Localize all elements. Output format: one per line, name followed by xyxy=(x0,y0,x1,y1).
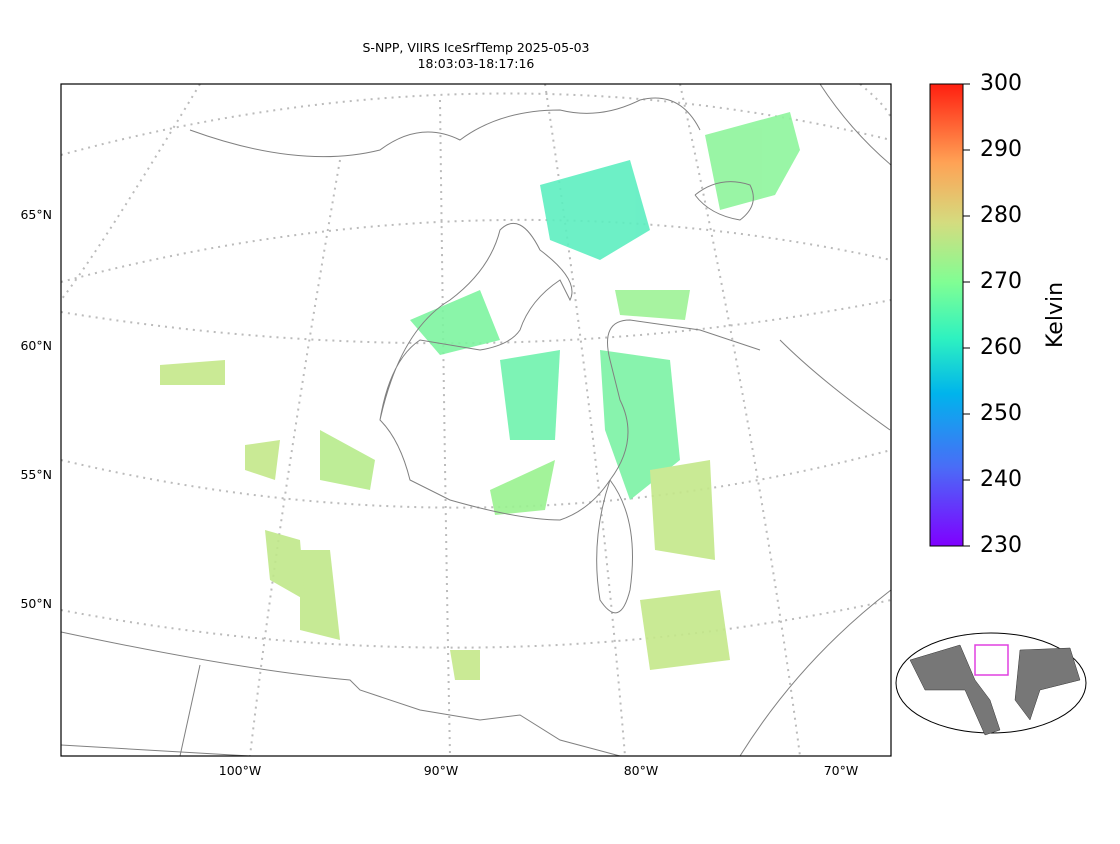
lat-labels: 65°N 60°N 55°N 50°N xyxy=(20,207,52,611)
lon-label: 80°W xyxy=(624,763,659,778)
lon-labels: 100°W 90°W 80°W 70°W xyxy=(219,763,858,778)
colorbar xyxy=(929,83,964,547)
colorbar-tick-label: 280 xyxy=(980,203,1022,228)
colorbar-tick-label: 260 xyxy=(980,335,1022,360)
colorbar-tick-label: 270 xyxy=(980,269,1022,294)
data-patches xyxy=(160,112,800,680)
colorbar-ticks: 230 240 250 260 270 280 290 300 xyxy=(963,71,1022,558)
lat-label: 60°N xyxy=(20,338,52,353)
lat-label: 65°N xyxy=(20,207,52,222)
colorbar-tick-label: 230 xyxy=(980,533,1022,558)
lon-label: 90°W xyxy=(424,763,459,778)
map xyxy=(61,84,891,756)
inset-globe xyxy=(895,632,1087,736)
colorbar-tick-label: 300 xyxy=(980,71,1022,96)
colorbar-tick-label: 240 xyxy=(980,467,1022,492)
colorbar-tick-label: 290 xyxy=(980,137,1022,162)
lat-label: 50°N xyxy=(20,596,52,611)
title: S-NPP, VIIRS IceSrfTemp 2025-05-03 xyxy=(363,40,590,55)
lon-label: 70°W xyxy=(824,763,859,778)
lon-label: 100°W xyxy=(219,763,261,778)
colorbar-tick-label: 250 xyxy=(980,401,1022,426)
colorbar-label: Kelvin xyxy=(1043,282,1068,348)
map-frame xyxy=(60,83,892,757)
lat-label: 55°N xyxy=(20,467,52,482)
title: 18:03:03-18:17:16 xyxy=(418,56,535,71)
